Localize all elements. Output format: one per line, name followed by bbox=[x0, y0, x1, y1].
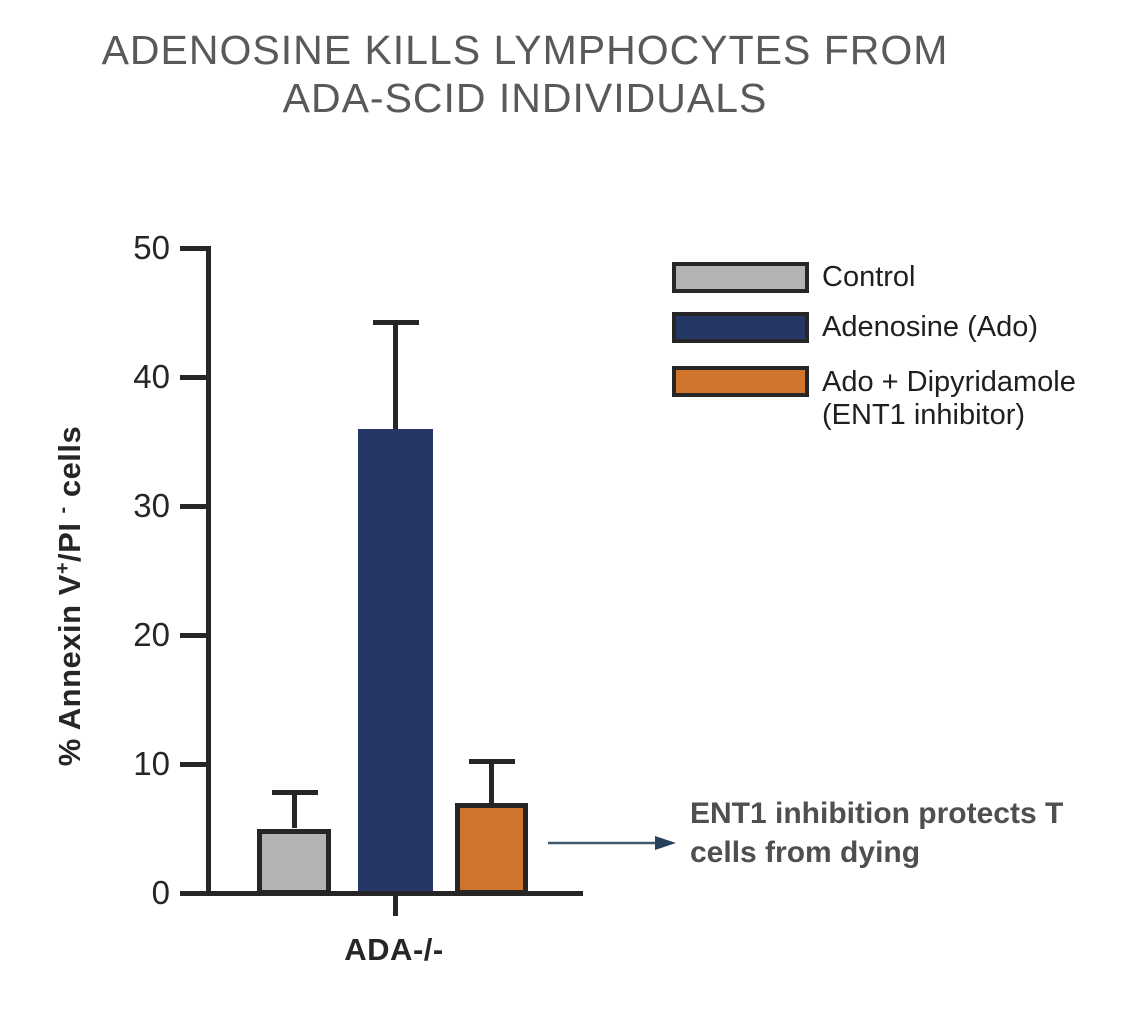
annotation-arrow-icon bbox=[548, 836, 676, 850]
chart-title-line1: ADENOSINE KILLS LYMPHOCYTES FROM bbox=[101, 27, 949, 73]
legend-swatch-dipyridamole bbox=[672, 366, 809, 397]
legend-label-control: Control bbox=[822, 261, 916, 293]
y-tick-label: 0 bbox=[151, 874, 170, 911]
bar bbox=[257, 828, 331, 895]
y-tick-mark bbox=[180, 633, 210, 638]
bar bbox=[455, 802, 528, 895]
error-bar-cap bbox=[468, 759, 515, 765]
legend-label-dipyridamole-line1: Ado + Dipyridamole bbox=[822, 366, 1076, 398]
y-axis-line bbox=[206, 246, 211, 896]
y-axis-label-text: /PI bbox=[52, 513, 88, 562]
annotation-line2: cells from dying bbox=[690, 836, 921, 869]
y-axis-label-text: % Annexin V bbox=[52, 574, 88, 767]
y-tick-mark bbox=[180, 504, 210, 509]
y-tick-label: 40 bbox=[133, 358, 170, 395]
legend-swatch-control bbox=[672, 262, 809, 293]
y-tick-label: 10 bbox=[133, 745, 170, 782]
bar bbox=[358, 428, 433, 895]
error-bar-stem bbox=[393, 321, 398, 429]
chart-title-line2: ADA-SCID INDIVIDUALS bbox=[282, 75, 768, 121]
annotation-line1: ENT1 inhibition protects T bbox=[690, 797, 1064, 830]
chart-title: ADENOSINE KILLS LYMPHOCYTES FROM ADA-SCI… bbox=[0, 26, 1050, 122]
legend-label-dipyridamole-line2: (ENT1 inhibitor) bbox=[822, 399, 1026, 431]
error-bar-cap bbox=[372, 319, 419, 325]
y-tick-label: 20 bbox=[133, 616, 170, 653]
y-axis-label-superscript-minus: - bbox=[51, 506, 74, 514]
y-tick-label: 50 bbox=[133, 229, 170, 266]
x-category-label: ADA-/- bbox=[344, 932, 444, 967]
y-tick-mark bbox=[180, 762, 210, 767]
annotation-text: ENT1 inhibition protects T cells from dy… bbox=[690, 794, 1063, 872]
x-axis-tick bbox=[393, 893, 398, 916]
y-tick-mark bbox=[180, 375, 210, 380]
y-axis-label-superscript-plus: + bbox=[51, 561, 74, 575]
legend-swatch-adenosine bbox=[672, 312, 809, 343]
y-tick-label: 30 bbox=[133, 487, 170, 524]
y-axis-label: % Annexin V+/PI - cells bbox=[52, 426, 88, 767]
legend-label-adenosine: Adenosine (Ado) bbox=[822, 311, 1039, 343]
x-axis-line bbox=[181, 891, 583, 896]
y-tick-mark bbox=[180, 246, 210, 251]
error-bar-stem bbox=[292, 792, 297, 829]
error-bar-cap bbox=[271, 790, 318, 796]
legend-label-dipyridamole: Ado + Dipyridamole (ENT1 inhibitor) bbox=[822, 366, 1076, 432]
y-axis-label-text: cells bbox=[52, 425, 88, 507]
error-bar-stem bbox=[489, 761, 494, 803]
